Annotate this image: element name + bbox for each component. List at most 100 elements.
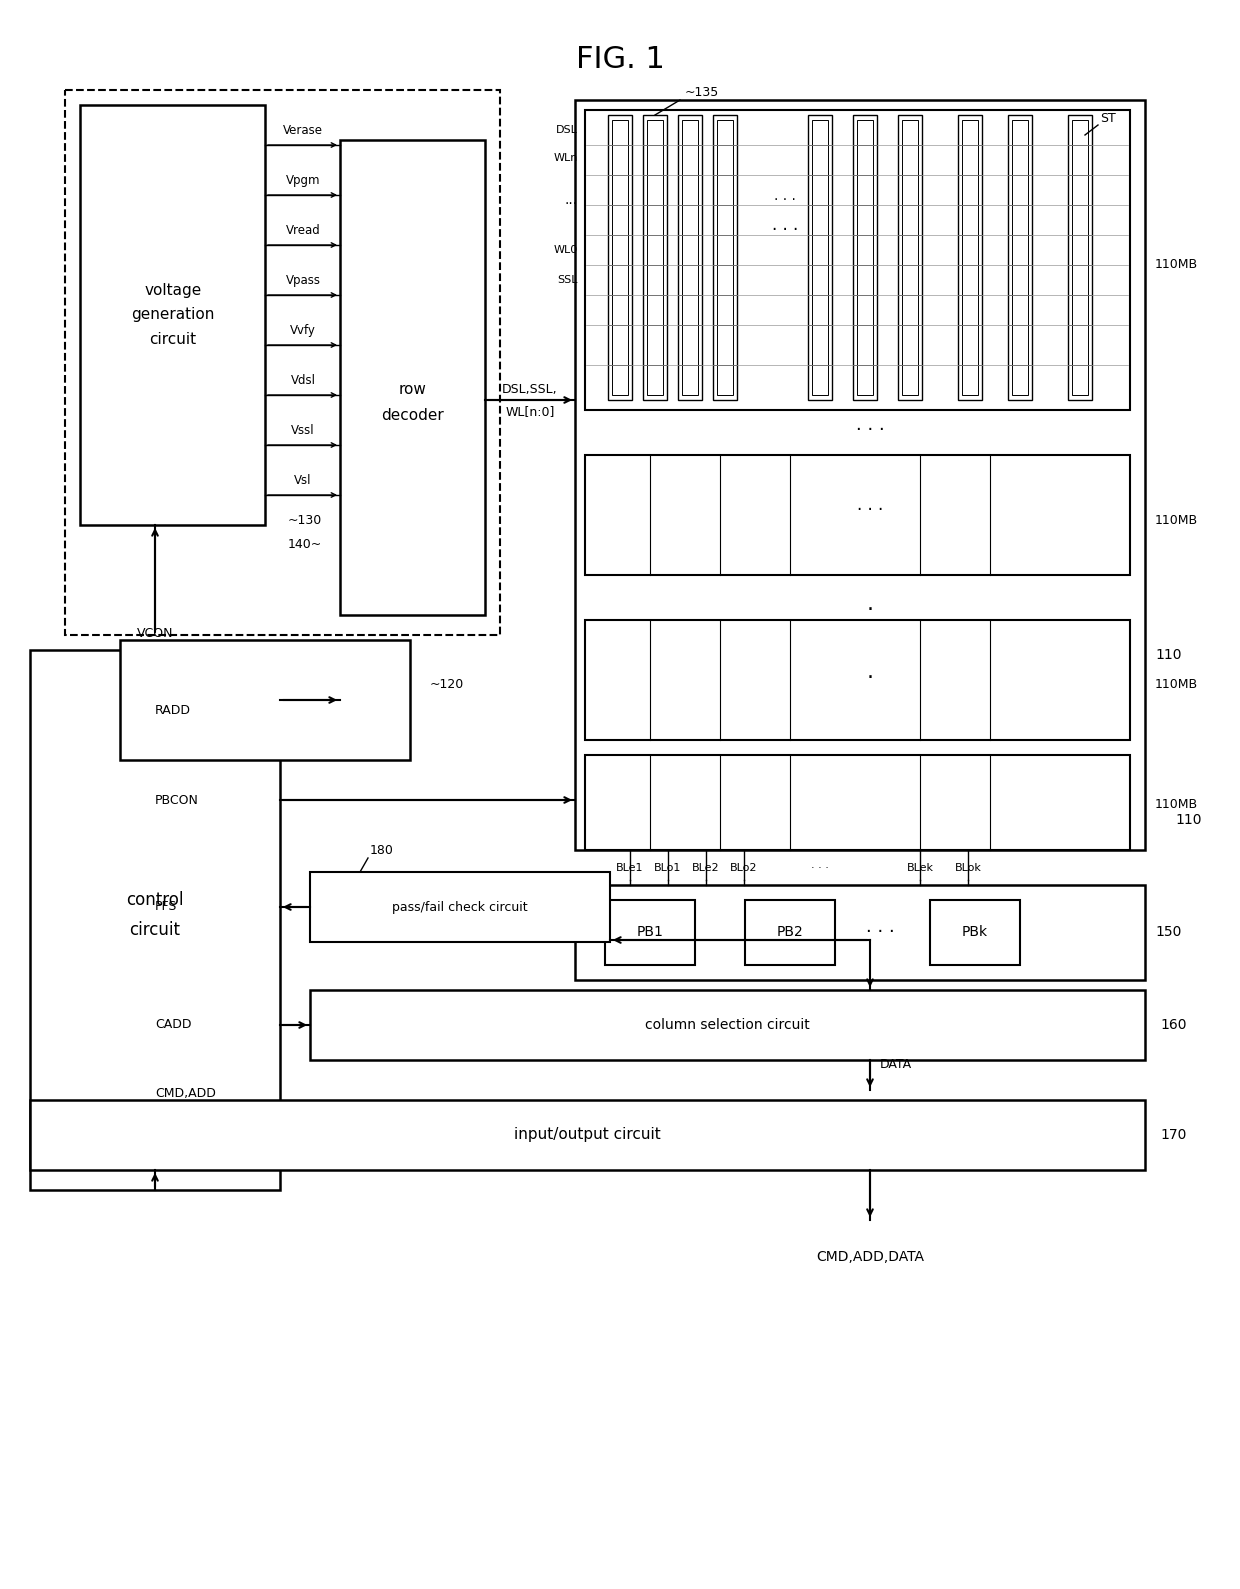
Text: Vsl: Vsl	[294, 474, 311, 486]
Text: WL[n:0]: WL[n:0]	[506, 405, 554, 418]
Bar	[64, 91, 500, 636]
Text: Vvfy: Vvfy	[290, 324, 316, 337]
Text: row: row	[399, 383, 427, 397]
Text: 110MB: 110MB	[1154, 513, 1198, 526]
Text: Vread: Vread	[285, 224, 320, 237]
Text: ·: ·	[867, 667, 873, 688]
Text: PBk: PBk	[962, 925, 988, 939]
Bar	[81, 105, 265, 524]
Bar	[1012, 121, 1028, 396]
Text: ~120: ~120	[430, 679, 464, 691]
Text: PFS: PFS	[155, 901, 177, 914]
Bar	[717, 121, 733, 396]
Text: column selection circuit: column selection circuit	[645, 1019, 810, 1031]
Text: 110MB: 110MB	[1154, 799, 1198, 812]
Bar	[575, 885, 1145, 980]
Text: BLok: BLok	[955, 863, 981, 872]
Text: 140~: 140~	[288, 539, 322, 551]
Text: 180: 180	[370, 844, 394, 856]
Bar	[745, 899, 835, 965]
Bar	[30, 1100, 1145, 1170]
Bar	[808, 114, 832, 400]
Text: ~135: ~135	[684, 86, 719, 99]
Text: Vpgm: Vpgm	[285, 175, 320, 188]
Bar	[575, 100, 1145, 850]
Bar	[1073, 121, 1087, 396]
Bar	[959, 114, 982, 400]
Text: BLek: BLek	[906, 863, 934, 872]
Text: 110: 110	[1154, 648, 1182, 663]
Bar	[853, 114, 877, 400]
Bar	[682, 121, 698, 396]
Text: ·: ·	[867, 601, 873, 620]
Bar	[647, 121, 663, 396]
Text: RADD: RADD	[155, 704, 191, 717]
Text: 150: 150	[1154, 925, 1182, 939]
Text: CMD,ADD,DATA: CMD,ADD,DATA	[816, 1251, 924, 1263]
Bar	[1068, 114, 1092, 400]
Text: Vssl: Vssl	[291, 424, 315, 437]
Bar	[962, 121, 978, 396]
Text: WLn: WLn	[553, 153, 578, 164]
Bar	[605, 899, 694, 965]
Bar	[585, 110, 1130, 410]
Bar	[585, 755, 1130, 850]
Text: · · ·: · · ·	[856, 421, 884, 439]
Text: voltage: voltage	[144, 283, 202, 297]
Bar	[812, 121, 828, 396]
Text: pass/fail check circuit: pass/fail check circuit	[392, 901, 528, 914]
Text: 160: 160	[1159, 1019, 1187, 1031]
Text: ~130: ~130	[288, 513, 322, 526]
Text: DSL,SSL,: DSL,SSL,	[502, 383, 558, 397]
Text: PB2: PB2	[776, 925, 804, 939]
Text: Vpass: Vpass	[285, 273, 320, 288]
Text: FIG. 1: FIG. 1	[575, 46, 665, 75]
Bar	[310, 990, 1145, 1060]
Bar	[120, 640, 410, 760]
Text: BLo1: BLo1	[655, 863, 682, 872]
Text: decoder: decoder	[382, 407, 444, 423]
Text: · · ·: · · ·	[771, 221, 799, 238]
Text: ...: ...	[565, 192, 578, 207]
Bar	[585, 620, 1130, 740]
Text: 170: 170	[1159, 1128, 1187, 1142]
Bar	[1008, 114, 1032, 400]
Bar	[678, 114, 702, 400]
Text: input/output circuit: input/output circuit	[513, 1128, 661, 1142]
Bar	[901, 121, 918, 396]
Text: PB1: PB1	[636, 925, 663, 939]
Text: BLe1: BLe1	[616, 863, 644, 872]
Text: DSL: DSL	[556, 126, 578, 135]
Text: SSL: SSL	[558, 275, 578, 284]
Bar	[340, 140, 485, 615]
Text: CMD,ADD: CMD,ADD	[155, 1087, 216, 1100]
Bar	[310, 872, 610, 942]
Text: Verase: Verase	[283, 124, 322, 137]
Text: CADD: CADD	[155, 1019, 191, 1031]
Text: · · ·: · · ·	[866, 923, 894, 941]
Text: · · ·: · · ·	[811, 863, 828, 872]
Text: · · ·: · · ·	[857, 501, 883, 520]
Text: VCON: VCON	[136, 628, 174, 640]
Text: ST: ST	[1100, 111, 1116, 124]
Bar	[713, 114, 737, 400]
Text: WL0: WL0	[554, 245, 578, 254]
Bar	[930, 899, 1021, 965]
Text: · · ·: · · ·	[774, 192, 796, 207]
Bar	[608, 114, 632, 400]
Text: 110MB: 110MB	[1154, 679, 1198, 691]
Text: Vdsl: Vdsl	[290, 373, 315, 388]
Bar	[613, 121, 627, 396]
Text: 110MB: 110MB	[1154, 259, 1198, 272]
Text: DATA: DATA	[880, 1058, 913, 1071]
Text: BLo2: BLo2	[730, 863, 758, 872]
Bar	[30, 650, 280, 1190]
Text: control: control	[126, 891, 184, 909]
Text: circuit: circuit	[129, 922, 181, 939]
Text: 110: 110	[1176, 814, 1202, 826]
Bar	[857, 121, 873, 396]
Text: PBCON: PBCON	[155, 793, 198, 807]
Text: generation: generation	[131, 308, 215, 323]
Bar	[585, 454, 1130, 575]
Text: BLe2: BLe2	[692, 863, 719, 872]
